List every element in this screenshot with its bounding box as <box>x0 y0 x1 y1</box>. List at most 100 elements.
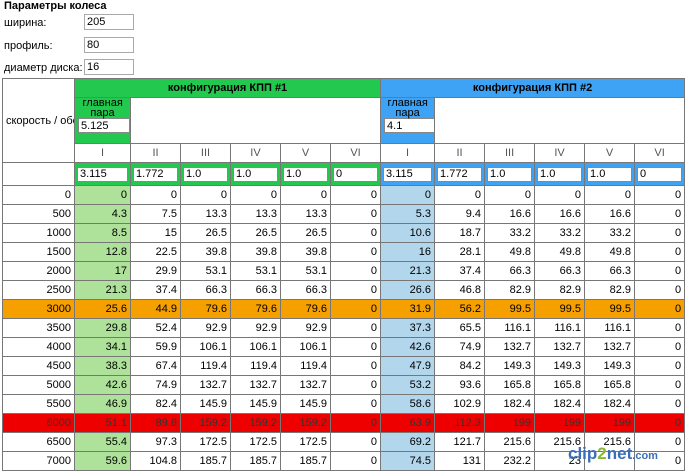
speed-cell: 165.8 <box>584 375 636 395</box>
speed-cell: 53.2 <box>380 375 436 395</box>
speed-cell: 0 <box>634 337 686 357</box>
gear-ratio-input-c1-2[interactable] <box>133 166 178 182</box>
gear-ratio-cell <box>180 162 231 186</box>
speed-cell: 13.3 <box>230 204 281 224</box>
speed-cell: 53.1 <box>180 261 231 281</box>
speed-cell: 131 <box>434 451 486 471</box>
gear-label-c1-5: V <box>280 143 331 163</box>
gear-label-c2-1: I <box>380 143 436 163</box>
speed-cell: 66.3 <box>484 261 536 281</box>
speed-cell: 92.9 <box>180 318 231 338</box>
speed-cell: 84.2 <box>434 356 486 376</box>
gear-ratio-input-c1-3[interactable] <box>183 166 228 182</box>
speed-cell: 0 <box>329 413 382 433</box>
speed-cell: 0 <box>434 185 486 205</box>
speed-cell: 12.8 <box>74 242 131 262</box>
gear-ratio-input-c2-5[interactable] <box>587 166 633 182</box>
gear-ratio-input-c2-3[interactable] <box>487 166 533 182</box>
gear-ratio-input-c1-5[interactable] <box>283 166 328 182</box>
speed-cell: 182.4 <box>484 394 536 414</box>
speed-cell: 39.8 <box>280 242 331 262</box>
speed-cell: 99.5 <box>584 299 636 319</box>
speed-cell: 199 <box>584 413 636 433</box>
profile-input[interactable] <box>84 37 134 53</box>
gear-ratio-input-c1-6[interactable] <box>333 166 379 182</box>
disk-input[interactable] <box>84 59 134 75</box>
speed-cell: 0 <box>74 185 131 205</box>
rpm-cell: 1000 <box>2 223 75 243</box>
speed-cell: 37.3 <box>380 318 436 338</box>
speed-cell: 0 <box>634 356 686 376</box>
gear-ratio-input-c2-2[interactable] <box>437 166 483 182</box>
gear-label-c1-4: IV <box>230 143 281 163</box>
main-pair1-input[interactable] <box>78 118 130 133</box>
gear-ratio-cell <box>74 162 131 186</box>
rpm-cell: 3000 <box>2 299 75 319</box>
config1-header: конфигурация КПП #1 <box>73 78 382 98</box>
speed-cell: 8.5 <box>74 223 131 243</box>
speed-cell: 29.8 <box>74 318 131 338</box>
speed-cell: 0 <box>130 185 181 205</box>
speed-cell: 0 <box>329 204 382 224</box>
gear-label-c2-2: II <box>434 143 486 163</box>
speed-cell: 37.4 <box>434 261 486 281</box>
speed-cell: 116.1 <box>534 318 586 338</box>
speed-cell: 0 <box>634 280 686 300</box>
gear-ratio-input-c2-4[interactable] <box>537 166 583 182</box>
gear-ratio-cell <box>280 162 331 186</box>
gear-ratio-input-c2-6[interactable] <box>637 166 683 182</box>
gear-ratio-input-c1-1[interactable] <box>77 166 128 182</box>
speed-cell: 10.6 <box>380 223 436 243</box>
main-pair2-input[interactable] <box>384 118 434 133</box>
speed-cell: 31.9 <box>380 299 436 319</box>
speed-cell: 159.2 <box>180 413 231 433</box>
speed-cell: 16.6 <box>584 204 636 224</box>
rpm-cell: 4000 <box>2 337 75 357</box>
speed-cell: 49.8 <box>484 242 536 262</box>
speed-cell: 37.4 <box>130 280 181 300</box>
speed-cell: 65.5 <box>434 318 486 338</box>
table-row: 5500 46.9 82.4 145.9 145.9 145.9 0 58.6 102.9 182… <box>2 394 686 414</box>
speed-cell: 33.2 <box>534 223 586 243</box>
rpm-cell: 5500 <box>2 394 75 414</box>
speed-cell: 0 <box>329 185 382 205</box>
speed-cell: 0 <box>329 242 382 262</box>
speed-cell: 74.9 <box>130 375 181 395</box>
speed-cell: 0 <box>329 337 382 357</box>
config1-blank <box>129 97 382 144</box>
speed-cell: 0 <box>329 223 382 243</box>
width-input[interactable] <box>84 14 134 30</box>
speed-cell: 149.3 <box>584 356 636 376</box>
speed-cell: 99.5 <box>484 299 536 319</box>
speed-cell: 0 <box>634 299 686 319</box>
speed-cell: 97.3 <box>130 432 181 452</box>
gear-ratio-input-c1-4[interactable] <box>233 166 278 182</box>
speed-cell: 82.9 <box>534 280 586 300</box>
speed-cell: 26.5 <box>180 223 231 243</box>
speed-cell: 159.2 <box>280 413 331 433</box>
speed-cell: 215.6 <box>484 432 536 452</box>
speed-cell: 42.6 <box>380 337 436 357</box>
rpm-cell: 500 <box>2 204 75 224</box>
speed-cell: 66.3 <box>534 261 586 281</box>
gear-ratio-input-c2-1[interactable] <box>383 166 433 182</box>
speed-cell: 99.5 <box>534 299 586 319</box>
width-label: ширина: <box>4 17 47 29</box>
speed-cell: 199 <box>534 413 586 433</box>
speed-cell: 26.5 <box>230 223 281 243</box>
speed-cell: 13.3 <box>280 204 331 224</box>
speed-cell: 5.3 <box>380 204 436 224</box>
speed-cell: 0 <box>329 261 382 281</box>
speed-cell: 46.9 <box>74 394 131 414</box>
speed-cell: 53.1 <box>230 261 281 281</box>
speed-cell: 7.5 <box>130 204 181 224</box>
speed-cell: 149.3 <box>534 356 586 376</box>
speed-cell: 185.7 <box>180 451 231 471</box>
speed-cell: 0 <box>380 185 436 205</box>
speed-cell: 46.8 <box>434 280 486 300</box>
speed-cell: 33.2 <box>484 223 536 243</box>
rpm-cell: 5000 <box>2 375 75 395</box>
speed-cell: 145.9 <box>280 394 331 414</box>
speed-cell: 59.9 <box>130 337 181 357</box>
